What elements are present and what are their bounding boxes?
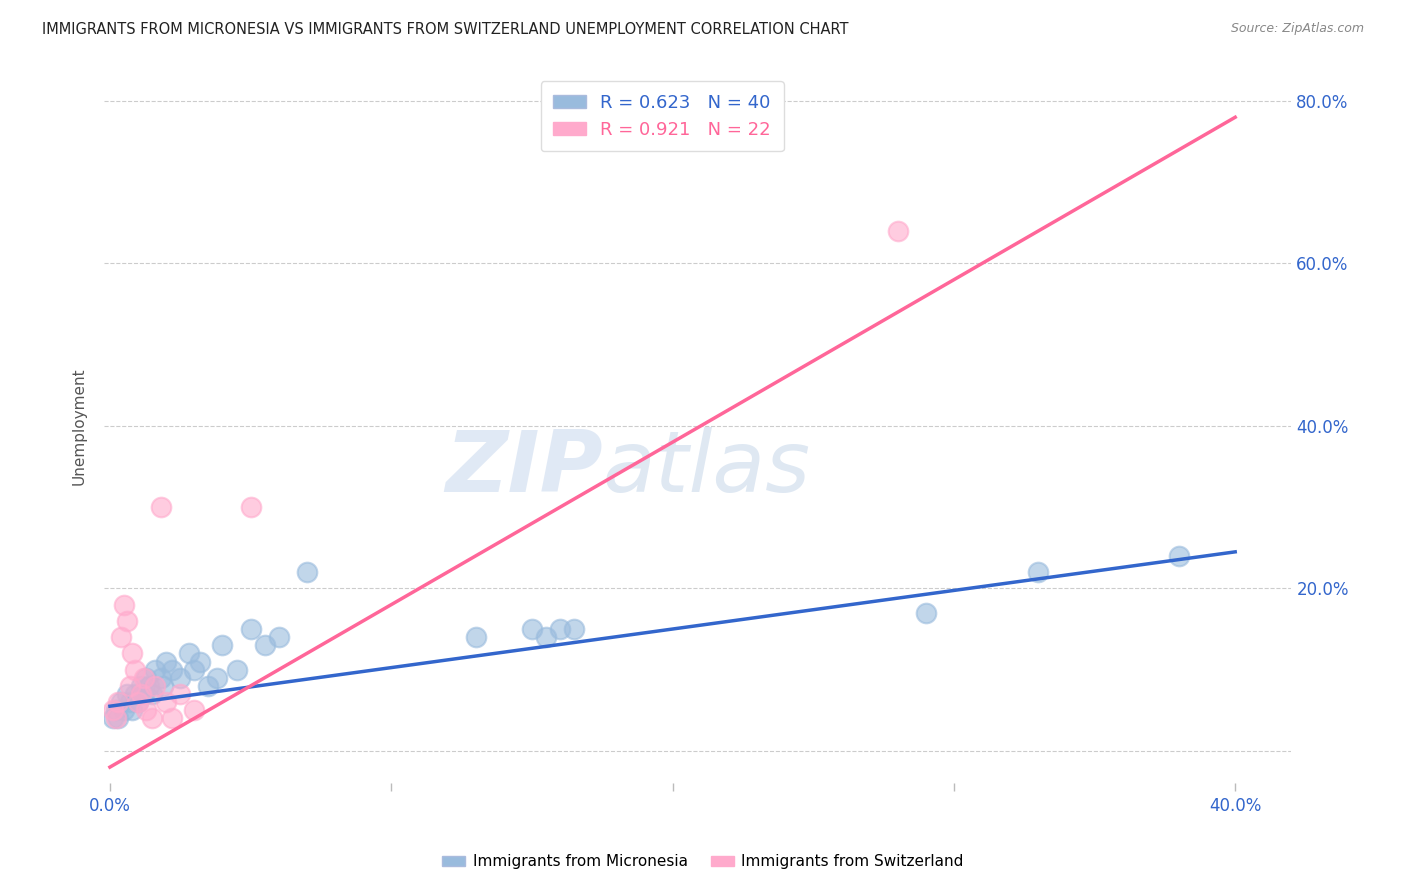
Point: [183, 703, 205, 717]
Point: [127, 695, 149, 709]
Point: [177, 647, 200, 661]
Point: [141, 711, 163, 725]
Point: [143, 663, 166, 677]
Point: [188, 655, 211, 669]
Point: [534, 630, 557, 644]
Point: [115, 614, 138, 628]
Point: [914, 606, 936, 620]
Point: [562, 622, 585, 636]
Point: [118, 695, 141, 709]
Legend: Immigrants from Micronesia, Immigrants from Switzerland: Immigrants from Micronesia, Immigrants f…: [436, 848, 970, 875]
Point: [112, 703, 135, 717]
Point: [169, 687, 191, 701]
Legend: R = 0.623   N = 40, R = 0.921   N = 22: R = 0.623 N = 40, R = 0.921 N = 22: [541, 81, 783, 152]
Point: [169, 671, 191, 685]
Point: [548, 622, 571, 636]
Point: [239, 622, 262, 636]
Point: [464, 630, 486, 644]
Text: Source: ZipAtlas.com: Source: ZipAtlas.com: [1230, 22, 1364, 36]
Point: [101, 703, 124, 717]
Point: [225, 663, 247, 677]
Point: [141, 687, 163, 701]
Point: [239, 500, 262, 515]
Point: [211, 638, 233, 652]
Point: [110, 630, 132, 644]
Point: [107, 711, 129, 725]
Point: [520, 622, 543, 636]
Point: [253, 638, 276, 652]
Point: [124, 663, 146, 677]
Point: [121, 703, 143, 717]
Point: [886, 224, 908, 238]
Point: [149, 500, 172, 515]
Text: atlas: atlas: [603, 427, 811, 510]
Point: [135, 703, 157, 717]
Point: [149, 671, 172, 685]
Point: [205, 671, 228, 685]
Point: [124, 687, 146, 701]
Point: [107, 695, 129, 709]
Point: [118, 679, 141, 693]
Point: [110, 695, 132, 709]
Point: [104, 703, 127, 717]
Point: [129, 679, 152, 693]
Point: [267, 630, 290, 644]
Point: [101, 711, 124, 725]
Point: [160, 663, 183, 677]
Point: [115, 687, 138, 701]
Point: [183, 663, 205, 677]
Point: [1168, 549, 1191, 563]
Point: [132, 671, 155, 685]
Point: [152, 679, 174, 693]
Point: [129, 687, 152, 701]
Point: [155, 655, 177, 669]
Point: [104, 711, 127, 725]
Point: [155, 695, 177, 709]
Text: IMMIGRANTS FROM MICRONESIA VS IMMIGRANTS FROM SWITZERLAND UNEMPLOYMENT CORRELATI: IMMIGRANTS FROM MICRONESIA VS IMMIGRANTS…: [42, 22, 849, 37]
Point: [121, 647, 143, 661]
Point: [135, 671, 157, 685]
Point: [143, 679, 166, 693]
Point: [112, 598, 135, 612]
Text: ZIP: ZIP: [446, 427, 603, 510]
Point: [160, 711, 183, 725]
Y-axis label: Unemployment: Unemployment: [72, 368, 86, 484]
Point: [197, 679, 219, 693]
Point: [295, 565, 318, 579]
Point: [138, 679, 160, 693]
Point: [1026, 565, 1049, 579]
Point: [132, 687, 155, 701]
Point: [127, 695, 149, 709]
